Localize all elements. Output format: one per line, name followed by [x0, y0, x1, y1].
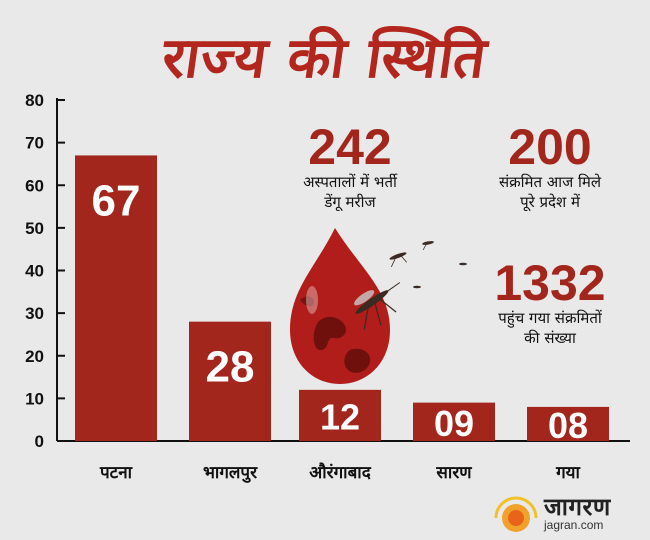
- brand-name: जागरण: [544, 493, 611, 521]
- bar: [299, 389, 381, 441]
- stat-caption-line: अस्पतालों में भर्ती: [303, 173, 397, 191]
- stat-value: 1332: [494, 255, 606, 311]
- y-tick-label: 60: [25, 176, 44, 195]
- y-tick-label: 20: [25, 347, 44, 366]
- stat-caption-line: पहुंच गया संक्रमितों: [498, 309, 602, 327]
- stat-caption-line: पूरे प्रदेश में: [520, 193, 580, 211]
- bar: [189, 321, 271, 441]
- bar-value-label: 67: [92, 176, 141, 225]
- x-category-label: भागलपुर: [203, 463, 258, 483]
- brand-url: jagran.com: [544, 518, 604, 532]
- bar-value-label: 08: [548, 405, 588, 446]
- bar-value-label: 12: [320, 396, 360, 437]
- bar: [413, 402, 495, 441]
- x-category-label: औरंगाबाद: [309, 462, 371, 483]
- bar: [75, 155, 157, 441]
- x-category-label: पटना: [99, 463, 133, 483]
- stat-new-today: 200 संक्रमित आज मिले पूरे प्रदेश में: [465, 122, 635, 212]
- y-tick-label: 70: [25, 134, 44, 153]
- y-tick-label: 10: [25, 389, 44, 408]
- y-tick-label: 0: [35, 432, 44, 451]
- bar-value-label: 09: [434, 403, 474, 444]
- jagran-logo: जागरण jagran.com: [492, 490, 642, 535]
- stat-hospitalized: 242 अस्पतालों में भर्ती डेंगू मरीज: [280, 122, 420, 212]
- stat-caption-line: डेंगू मरीज: [324, 193, 376, 211]
- y-tick-label: 80: [25, 91, 44, 110]
- x-category-label: गया: [555, 463, 580, 483]
- bar: [527, 406, 609, 441]
- stat-total-infected: 1332 पहुंच गया संक्रमितों की संख्या: [465, 258, 635, 348]
- stat-caption-line: संक्रमित आज मिले: [498, 173, 602, 191]
- bar-value-label: 28: [206, 343, 255, 392]
- jagran-sun-logo-icon: [494, 496, 538, 532]
- y-tick-label: 40: [25, 262, 44, 281]
- stat-value: 242: [308, 119, 392, 175]
- x-category-label: सारण: [435, 463, 472, 483]
- y-tick-label: 30: [25, 304, 44, 323]
- mosquito-icon: [354, 241, 467, 330]
- stat-caption-line: की संख्या: [524, 329, 576, 347]
- y-tick-label: 50: [25, 219, 44, 238]
- blood-drop-globe-icon: [290, 228, 390, 384]
- stat-value: 200: [508, 119, 592, 175]
